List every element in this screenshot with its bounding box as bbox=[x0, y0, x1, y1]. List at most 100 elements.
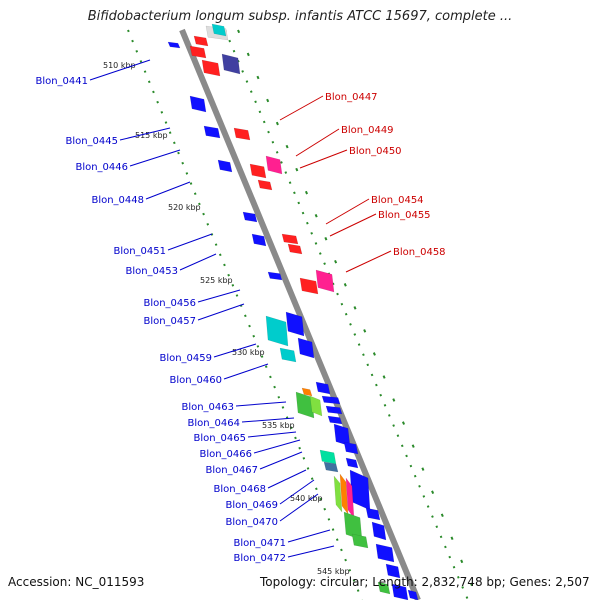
outer-dot-track bbox=[224, 29, 469, 600]
gene-red bbox=[257, 179, 273, 191]
gene-red bbox=[281, 233, 299, 245]
gene-leader-line bbox=[129, 149, 181, 167]
gene-label-blon-0459[interactable]: Blon_0459 bbox=[159, 353, 212, 364]
gene-label-blon-0463[interactable]: Blon_0463 bbox=[181, 402, 234, 413]
gene-label-blon-0464[interactable]: Blon_0464 bbox=[187, 418, 240, 429]
outer-dash-track bbox=[237, 29, 479, 600]
gene-label-blon-0458[interactable]: Blon_0458 bbox=[393, 247, 446, 258]
gene-leader-line bbox=[329, 213, 377, 237]
gene-labels: Blon_0441 Blon_0445 Blon_0446 Blon_0448 Blon… bbox=[35, 59, 446, 564]
gene-blue bbox=[385, 563, 401, 579]
gene-leader-line bbox=[197, 289, 241, 303]
gene-blue bbox=[315, 381, 331, 395]
gene-blue bbox=[343, 441, 359, 455]
gene-blue bbox=[345, 457, 359, 469]
gene-leader-line bbox=[213, 343, 257, 358]
kbp-tick-label: 510 kbp bbox=[103, 61, 136, 70]
gene-label-blon-0468[interactable]: Blon_0468 bbox=[213, 484, 266, 495]
gene-label-blon-0446[interactable]: Blon_0446 bbox=[75, 162, 128, 173]
gene-blue bbox=[251, 233, 267, 247]
gene-red bbox=[287, 243, 303, 255]
gene-red bbox=[193, 35, 209, 47]
gene-leader-line bbox=[295, 128, 340, 157]
kbp-tick-label: 525 kbp bbox=[200, 276, 233, 285]
gene-blue bbox=[371, 521, 387, 541]
kbp-tick-label: 515 kbp bbox=[135, 131, 168, 140]
accession-text: Accession: NC_011593 bbox=[8, 575, 145, 589]
gene-leader-line bbox=[235, 401, 287, 407]
gene-leader-line bbox=[279, 479, 315, 505]
gene-label-blon-0449[interactable]: Blon_0449 bbox=[341, 125, 394, 136]
gene-label-blon-0454[interactable]: Blon_0454 bbox=[371, 195, 424, 206]
inner-tick-track bbox=[127, 29, 363, 600]
gene-label-blon-0447[interactable]: Blon_0447 bbox=[325, 92, 378, 103]
gene-label-blon-0469[interactable]: Blon_0469 bbox=[225, 500, 278, 511]
kbp-tick-label: 535 kbp bbox=[262, 421, 295, 430]
gene-leader-line bbox=[287, 529, 331, 543]
gene-leader-line bbox=[287, 545, 335, 558]
gene-green bbox=[295, 391, 315, 419]
gene-leader-line bbox=[299, 149, 348, 169]
gene-label-blon-0450[interactable]: Blon_0450 bbox=[349, 146, 402, 157]
gene-blue bbox=[391, 583, 409, 600]
gene-green bbox=[351, 533, 369, 549]
gene-label-blon-0472[interactable]: Blon_0472 bbox=[233, 553, 286, 564]
gene-label-blon-0460[interactable]: Blon_0460 bbox=[169, 375, 222, 386]
gene-leader-line bbox=[279, 493, 319, 522]
gene-lightgreen bbox=[309, 395, 323, 417]
gene-label-blon-0456[interactable]: Blon_0456 bbox=[143, 298, 196, 309]
gene-leader-line bbox=[89, 59, 151, 81]
gene-leader-line bbox=[279, 95, 324, 121]
kbp-tick-label: 545 kbp bbox=[317, 567, 350, 576]
kbp-ticks: 510 kbp 515 kbp 520 kbp 525 kbp 530 kbp 535 k… bbox=[103, 61, 350, 576]
gene-blue bbox=[365, 507, 381, 521]
gene-label-blon-0448[interactable]: Blon_0448 bbox=[91, 195, 144, 206]
gene-blue bbox=[407, 589, 419, 600]
gene-label-blon-0466[interactable]: Blon_0466 bbox=[199, 449, 252, 460]
map-title: Bifidobacterium longum subsp. infantis A… bbox=[87, 9, 513, 24]
gene-orange bbox=[301, 387, 313, 397]
gene-features bbox=[167, 23, 419, 600]
gene-pink bbox=[315, 269, 335, 293]
gene-leader-line bbox=[247, 431, 297, 438]
gene-green bbox=[377, 581, 391, 595]
gene-cyan bbox=[211, 23, 227, 37]
gene-cyan bbox=[279, 347, 297, 363]
gene-leader-line bbox=[167, 233, 213, 251]
gene-leader-line bbox=[267, 469, 307, 489]
gene-label-blon-0451[interactable]: Blon_0451 bbox=[113, 246, 166, 257]
genome-backbone bbox=[179, 28, 421, 600]
gene-label-blon-0457[interactable]: Blon_0457 bbox=[143, 316, 196, 327]
gene-leader-line bbox=[345, 250, 392, 273]
gene-blue bbox=[189, 95, 207, 113]
gene-leader-line bbox=[119, 127, 171, 141]
gene-red bbox=[201, 59, 221, 77]
gene-red bbox=[189, 45, 207, 59]
gene-blue bbox=[203, 125, 221, 139]
gene-label-blon-0467[interactable]: Blon_0467 bbox=[205, 465, 258, 476]
gene-leader-line bbox=[179, 253, 217, 271]
gene-leader-line bbox=[145, 181, 191, 200]
gene-blue bbox=[167, 41, 181, 49]
gene-label-blon-0445[interactable]: Blon_0445 bbox=[65, 136, 118, 147]
gene-blue bbox=[375, 543, 395, 563]
gene-blue bbox=[267, 271, 283, 281]
gene-blue bbox=[327, 415, 343, 425]
gene-red bbox=[233, 127, 251, 141]
gene-steel bbox=[323, 461, 339, 473]
gene-blue bbox=[285, 311, 305, 337]
gene-teal bbox=[319, 449, 337, 465]
topology-text: Topology: circular; Length: 2,832,748 bp… bbox=[260, 575, 590, 589]
gene-label-blon-0441[interactable]: Blon_0441 bbox=[35, 76, 88, 87]
gene-label-blon-0465[interactable]: Blon_0465 bbox=[193, 433, 246, 444]
gene-red bbox=[249, 163, 267, 179]
gene-label-blon-0471[interactable]: Blon_0471 bbox=[233, 538, 286, 549]
gene-label-blon-0453[interactable]: Blon_0453 bbox=[125, 266, 178, 277]
kbp-tick-label: 540 kbp bbox=[290, 494, 323, 503]
gene-label-blon-0470[interactable]: Blon_0470 bbox=[225, 517, 278, 528]
gene-label-blon-0455[interactable]: Blon_0455 bbox=[378, 210, 431, 221]
gene-leader-line bbox=[253, 439, 301, 454]
gene-blue bbox=[325, 405, 343, 415]
gene-leader-line bbox=[259, 451, 303, 470]
